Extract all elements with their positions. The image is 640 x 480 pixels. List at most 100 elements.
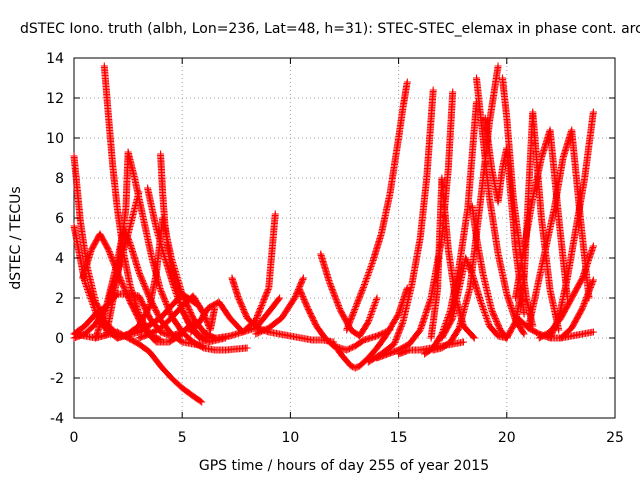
data-point	[393, 334, 401, 342]
data-point	[348, 311, 356, 319]
data-point	[391, 337, 399, 345]
data-point	[159, 292, 167, 300]
data-point	[353, 301, 360, 309]
data-point	[429, 86, 437, 94]
data-point	[106, 249, 114, 257]
data-point	[136, 271, 144, 279]
data-point	[157, 287, 165, 295]
data-point	[275, 295, 283, 303]
data-point	[139, 277, 146, 285]
data-point	[291, 294, 299, 302]
data-point	[171, 285, 179, 293]
data-point	[299, 275, 307, 283]
data-point	[363, 273, 371, 281]
data-point	[262, 325, 270, 333]
data-point	[260, 326, 268, 334]
data-point	[365, 317, 373, 324]
y-tick-label: 14	[46, 51, 64, 67]
data-point	[351, 364, 359, 372]
data-point	[257, 304, 264, 312]
x-tick-label: 5	[178, 430, 187, 446]
data-point	[185, 306, 193, 313]
data-point	[262, 290, 270, 298]
y-tick-label: 10	[46, 131, 64, 147]
data-point	[354, 297, 362, 305]
data-point	[158, 290, 166, 298]
data-point	[366, 266, 374, 273]
data-point	[254, 310, 262, 318]
data-point	[344, 345, 352, 353]
data-point	[298, 277, 306, 285]
data-point	[328, 284, 336, 292]
data-point	[123, 233, 131, 241]
data-point	[158, 289, 166, 297]
x-tick-labels: 0 5 10 15 20 25	[70, 430, 624, 446]
data-point	[397, 322, 405, 330]
data-point	[105, 248, 113, 255]
data-point	[276, 294, 284, 302]
data-point	[347, 314, 355, 322]
data-arc	[103, 148, 251, 354]
y-tick-label: 6	[55, 211, 64, 227]
data-point	[346, 345, 353, 353]
data-arc	[343, 78, 411, 334]
data-arc	[200, 210, 279, 342]
data-point	[343, 325, 351, 332]
data-point	[199, 343, 206, 351]
data-point	[357, 289, 365, 297]
data-point	[256, 306, 264, 314]
data-point	[373, 294, 381, 302]
data-point	[369, 306, 377, 314]
data-point	[361, 281, 368, 288]
data-point	[262, 291, 270, 299]
data-point	[254, 312, 261, 320]
data-point	[494, 62, 502, 70]
x-tick-label: 20	[498, 430, 516, 446]
data-point	[271, 210, 279, 218]
data-point	[259, 297, 267, 305]
data-point	[256, 328, 264, 336]
data-point	[172, 290, 180, 297]
data-point	[242, 311, 250, 319]
data-point	[391, 339, 399, 346]
data-point	[257, 303, 265, 311]
data-arc	[330, 284, 411, 372]
data-point	[396, 325, 404, 333]
data-point	[243, 344, 251, 352]
data-point	[196, 397, 204, 405]
data-point	[124, 234, 132, 242]
data-point	[347, 362, 355, 370]
data-point	[155, 335, 163, 343]
data-point	[335, 303, 343, 311]
data-point	[173, 293, 181, 300]
data-arc	[100, 62, 165, 344]
data-point	[166, 308, 174, 316]
data-point	[348, 343, 356, 351]
data-point	[123, 231, 131, 239]
data-point	[264, 287, 272, 295]
data-point	[296, 285, 304, 293]
data-point	[252, 315, 260, 322]
data-point	[138, 275, 146, 283]
data-point	[351, 306, 359, 313]
data-point	[105, 246, 113, 254]
y-tick-label: 2	[55, 291, 64, 307]
data-point	[177, 303, 185, 311]
data-point	[299, 294, 307, 302]
data-point	[329, 288, 337, 296]
data-point	[354, 298, 362, 306]
data-point	[359, 285, 367, 293]
data-point	[241, 310, 249, 318]
data-point	[303, 301, 310, 309]
data-point	[330, 290, 338, 298]
data-point	[394, 330, 402, 338]
data-point	[142, 284, 149, 292]
data-point	[403, 78, 411, 86]
data-point	[371, 299, 379, 306]
data-point	[349, 310, 357, 318]
data-point	[298, 290, 305, 298]
y-tick-label: 12	[46, 91, 64, 107]
data-point	[162, 299, 170, 307]
data-point	[136, 269, 143, 277]
